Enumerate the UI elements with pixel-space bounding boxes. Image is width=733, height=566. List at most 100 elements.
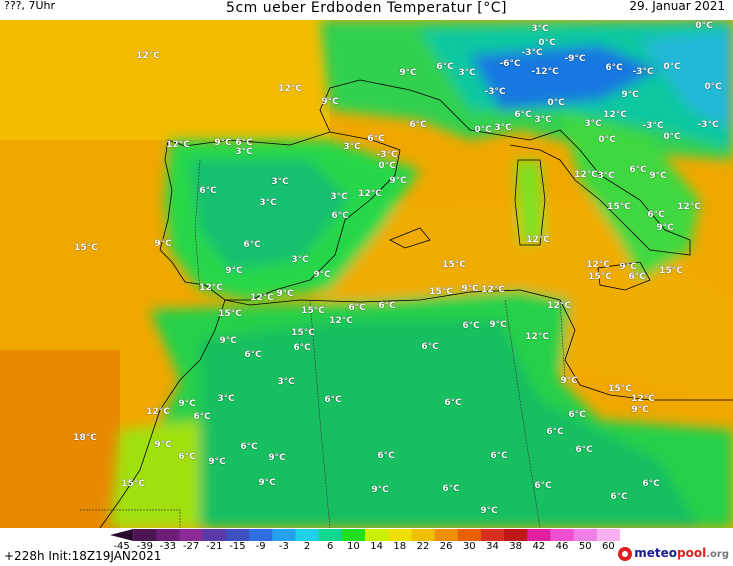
temperature-label: 3°C — [458, 68, 476, 78]
temperature-label: 6°C — [647, 210, 665, 220]
temperature-label: 12°C — [526, 235, 550, 245]
temperature-label: 15°C — [429, 287, 453, 297]
temperature-label: 6°C — [436, 62, 454, 72]
temperature-label: 6°C — [568, 410, 586, 420]
init-info: +228h Init:18Z19JAN2021 — [4, 549, 162, 563]
temperature-label: 6°C — [324, 395, 342, 405]
temperature-label: 9°C — [399, 68, 417, 78]
temperature-label: 15°C — [291, 328, 315, 338]
color-swatch — [318, 529, 343, 541]
temperature-label: 0°C — [704, 82, 722, 92]
temperature-label: 6°C — [243, 240, 261, 250]
temperature-label: 9°C — [268, 453, 286, 463]
temperature-label: 6°C — [193, 412, 211, 422]
temperature-label: 9°C — [276, 289, 294, 299]
color-swatch — [550, 529, 575, 541]
temperature-label: 15°C — [121, 479, 145, 489]
temperature-label: 15°C — [442, 260, 466, 270]
map-title: 5cm ueber Erdboden Temperatur [°C] — [226, 0, 507, 16]
color-swatch — [179, 529, 204, 541]
color-scale-tick: 14 — [370, 541, 383, 552]
temperature-label: 12°C — [329, 316, 353, 326]
temperature-label: 0°C — [474, 125, 492, 135]
temperature-label: 9°C — [621, 90, 639, 100]
color-swatch — [434, 529, 459, 541]
temperature-label: -9°C — [564, 54, 586, 64]
temperature-label: 15°C — [588, 272, 612, 282]
color-swatch — [388, 529, 412, 541]
temperature-label: 18°C — [73, 433, 97, 443]
atlantic-warm — [0, 350, 120, 528]
color-scale-tick: 30 — [462, 541, 476, 552]
temperature-label: 12°C — [525, 332, 549, 342]
temperature-label: 9°C — [560, 376, 578, 386]
color-scale-tick: 26 — [439, 541, 453, 552]
meteopool-logo[interactable]: meteopool.org — [618, 546, 729, 561]
temperature-label: 6°C — [244, 350, 262, 360]
color-scale-tick: 34 — [486, 541, 499, 552]
color-swatch — [249, 529, 273, 541]
temperature-label: 12°C — [631, 394, 655, 404]
temperature-label: 9°C — [480, 506, 498, 516]
temperature-label: 3°C — [343, 142, 361, 152]
temperature-label: 9°C — [258, 478, 276, 488]
temperature-label: 9°C — [461, 284, 479, 294]
temperature-label: 6°C — [514, 110, 532, 120]
temperature-label: 9°C — [656, 223, 674, 233]
temperature-label: 6°C — [605, 63, 623, 73]
temperature-label: -12°C — [531, 67, 559, 77]
temperature-label: 3°C — [259, 198, 277, 208]
temperature-label: 3°C — [330, 192, 348, 202]
color-scale-tick: 6 — [327, 541, 334, 552]
temperature-label: 6°C — [378, 301, 396, 311]
temperature-label: 12°C — [358, 189, 382, 199]
color-scale-tick: -27 — [182, 541, 200, 552]
color-swatch — [156, 529, 181, 541]
temperature-label: 6°C — [331, 211, 349, 221]
temperature-label: 6°C — [444, 398, 462, 408]
color-scale-tick: 50 — [578, 541, 592, 552]
temperature-label: 0°C — [538, 38, 556, 48]
temperature-label: 3°C — [291, 255, 309, 265]
color-scale-tick: 22 — [416, 541, 430, 552]
temperature-label: 3°C — [235, 147, 253, 157]
color-swatch — [295, 529, 320, 541]
color-scale-tick: -15 — [229, 541, 246, 552]
color-scale-tick: -33 — [159, 541, 177, 552]
temperature-label: 3°C — [531, 24, 549, 34]
temperature-label: 0°C — [663, 62, 681, 72]
temperature-label: 6°C — [235, 138, 253, 148]
color-swatch — [202, 529, 227, 541]
color-swatch — [110, 529, 134, 541]
color-scale-tick: -21 — [206, 541, 223, 552]
temperature-label: 3°C — [534, 115, 552, 125]
temperature-label: 9°C — [219, 336, 237, 346]
color-swatch — [272, 529, 296, 541]
temperature-label: 12°C — [166, 140, 190, 150]
color-swatch — [411, 529, 436, 541]
temperature-label: 12°C — [677, 202, 701, 212]
temperature-label: 9°C — [371, 485, 389, 495]
temperature-label: -3°C — [484, 87, 506, 97]
temperature-label: 12°C — [250, 293, 274, 303]
temperature-label: 9°C — [178, 399, 196, 409]
color-scale-tick: 38 — [509, 541, 523, 552]
color-swatch — [504, 529, 528, 541]
color-scale — [110, 529, 620, 541]
temperature-label: -3°C — [376, 150, 398, 160]
temperature-label: 3°C — [494, 123, 512, 133]
temperature-label: 9°C — [313, 270, 331, 280]
temperature-label: 6°C — [629, 165, 647, 175]
temperature-label: 9°C — [489, 320, 507, 330]
temperature-label: 6°C — [421, 342, 439, 352]
color-swatch — [365, 529, 389, 541]
temperature-label: 3°C — [277, 377, 295, 387]
color-scale-tick: 2 — [303, 541, 311, 552]
temperature-label: 6°C — [610, 492, 628, 502]
color-swatch — [133, 529, 157, 541]
temperature-label: 9°C — [389, 176, 407, 186]
temperature-label: 12°C — [603, 110, 627, 120]
temperature-label: -3°C — [521, 48, 543, 58]
temperature-label: 9°C — [631, 405, 649, 415]
temperature-label: -3°C — [697, 120, 719, 130]
